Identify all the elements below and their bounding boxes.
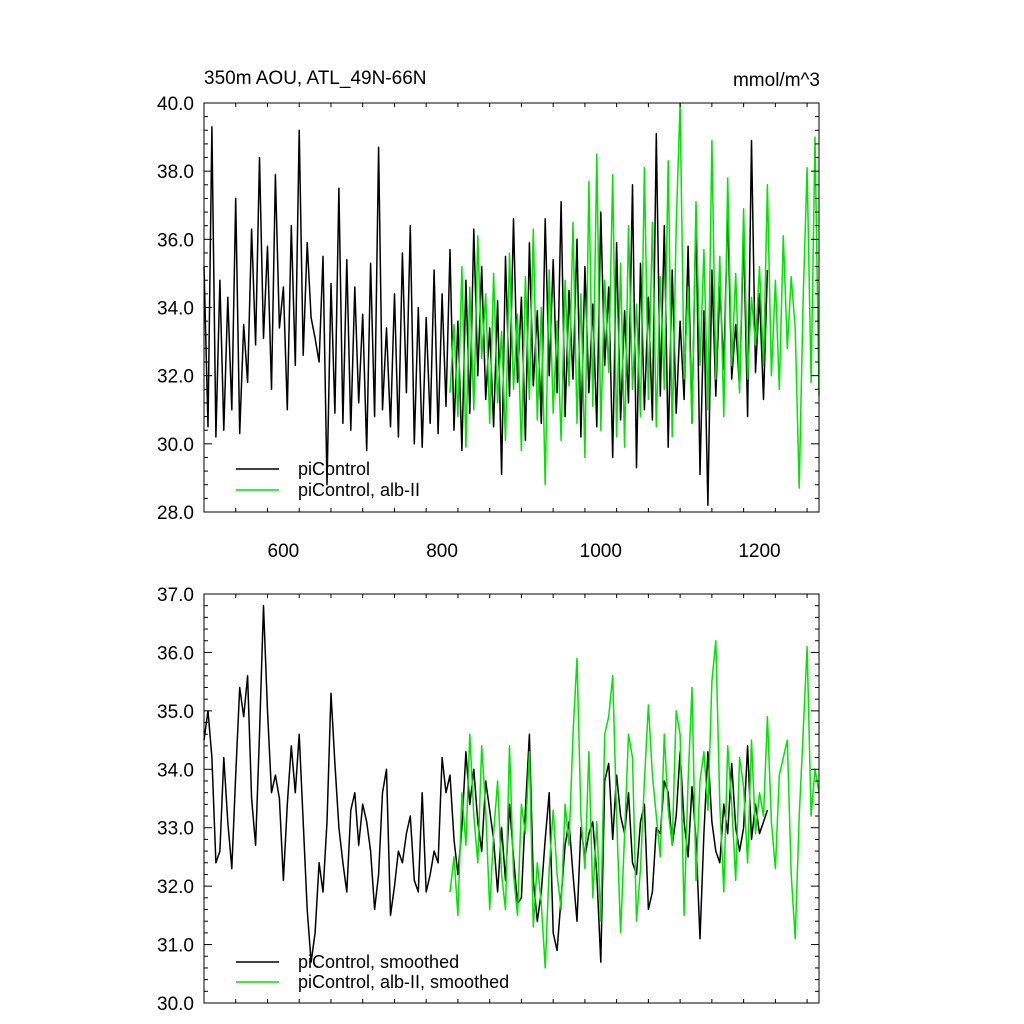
units-label: mmol/m^3 bbox=[733, 70, 820, 91]
series-line-picontrol bbox=[203, 126, 769, 506]
legend-label-alb-II: piControl, alb-II bbox=[298, 480, 420, 500]
top-tick-layer: 28.0 30.0 32.0 34.0 36.0 38.0 40.0 600 800 1000 12… bbox=[157, 94, 819, 562]
y-tick-label: 36.0 bbox=[157, 643, 194, 664]
series-line-picontrol-alb-ii bbox=[449, 639, 820, 969]
bottom-panel: 30.0 31.0 32.0 33.0 34.0 35.0 36.0 37.0 piContr… bbox=[157, 585, 820, 1015]
y-tick-label: 28.0 bbox=[157, 503, 194, 524]
top-series-layer bbox=[203, 102, 820, 506]
series-line-picontrol-alb-ii bbox=[449, 102, 820, 489]
y-tick-label: 31.0 bbox=[157, 936, 194, 957]
legend-label-piControl-smoothed: piControl, smoothed bbox=[298, 952, 459, 972]
y-tick-label: 30.0 bbox=[157, 994, 194, 1015]
y-tick-label: 32.0 bbox=[157, 877, 194, 898]
legend-label-piControl: piControl bbox=[298, 459, 370, 479]
y-tick-label: 37.0 bbox=[157, 585, 194, 606]
x-tick-label: 600 bbox=[268, 541, 300, 562]
y-tick-label: 34.0 bbox=[157, 760, 194, 781]
bottom-plot-frame bbox=[203, 593, 820, 1004]
y-tick-label: 33.0 bbox=[157, 819, 194, 840]
bottom-series-layer bbox=[203, 604, 820, 969]
y-tick-label: 30.0 bbox=[157, 435, 194, 456]
y-tick-label: 36.0 bbox=[157, 230, 194, 251]
y-tick-label: 32.0 bbox=[157, 367, 194, 388]
y-tick-label: 35.0 bbox=[157, 702, 194, 723]
x-tick-label: 1200 bbox=[738, 541, 780, 562]
top-plot-frame bbox=[203, 102, 820, 513]
bottom-legend: piControl, smoothed piControl, alb-II, s… bbox=[236, 952, 509, 992]
chart-title: 350m AOU, ATL_49N-66N bbox=[204, 68, 426, 89]
y-tick-label: 40.0 bbox=[157, 94, 194, 115]
y-tick-label: 38.0 bbox=[157, 162, 194, 183]
top-panel: 350m AOU, ATL_49N-66N mmol/m^3 28.0 30.0 3… bbox=[157, 68, 820, 562]
top-legend: piControl piControl, alb-II bbox=[236, 459, 420, 500]
y-tick-label: 34.0 bbox=[157, 299, 194, 320]
legend-label-alb-II-smoothed: piControl, alb-II, smoothed bbox=[298, 972, 509, 992]
x-tick-label: 1000 bbox=[580, 541, 622, 562]
x-tick-label: 800 bbox=[426, 541, 458, 562]
series-line-picontrol bbox=[203, 604, 769, 963]
